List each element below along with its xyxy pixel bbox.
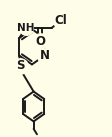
Text: S: S [16,59,24,72]
Text: NH: NH [17,23,34,33]
Text: Cl: Cl [54,14,67,27]
Text: N: N [39,49,49,62]
Text: O: O [35,35,45,48]
